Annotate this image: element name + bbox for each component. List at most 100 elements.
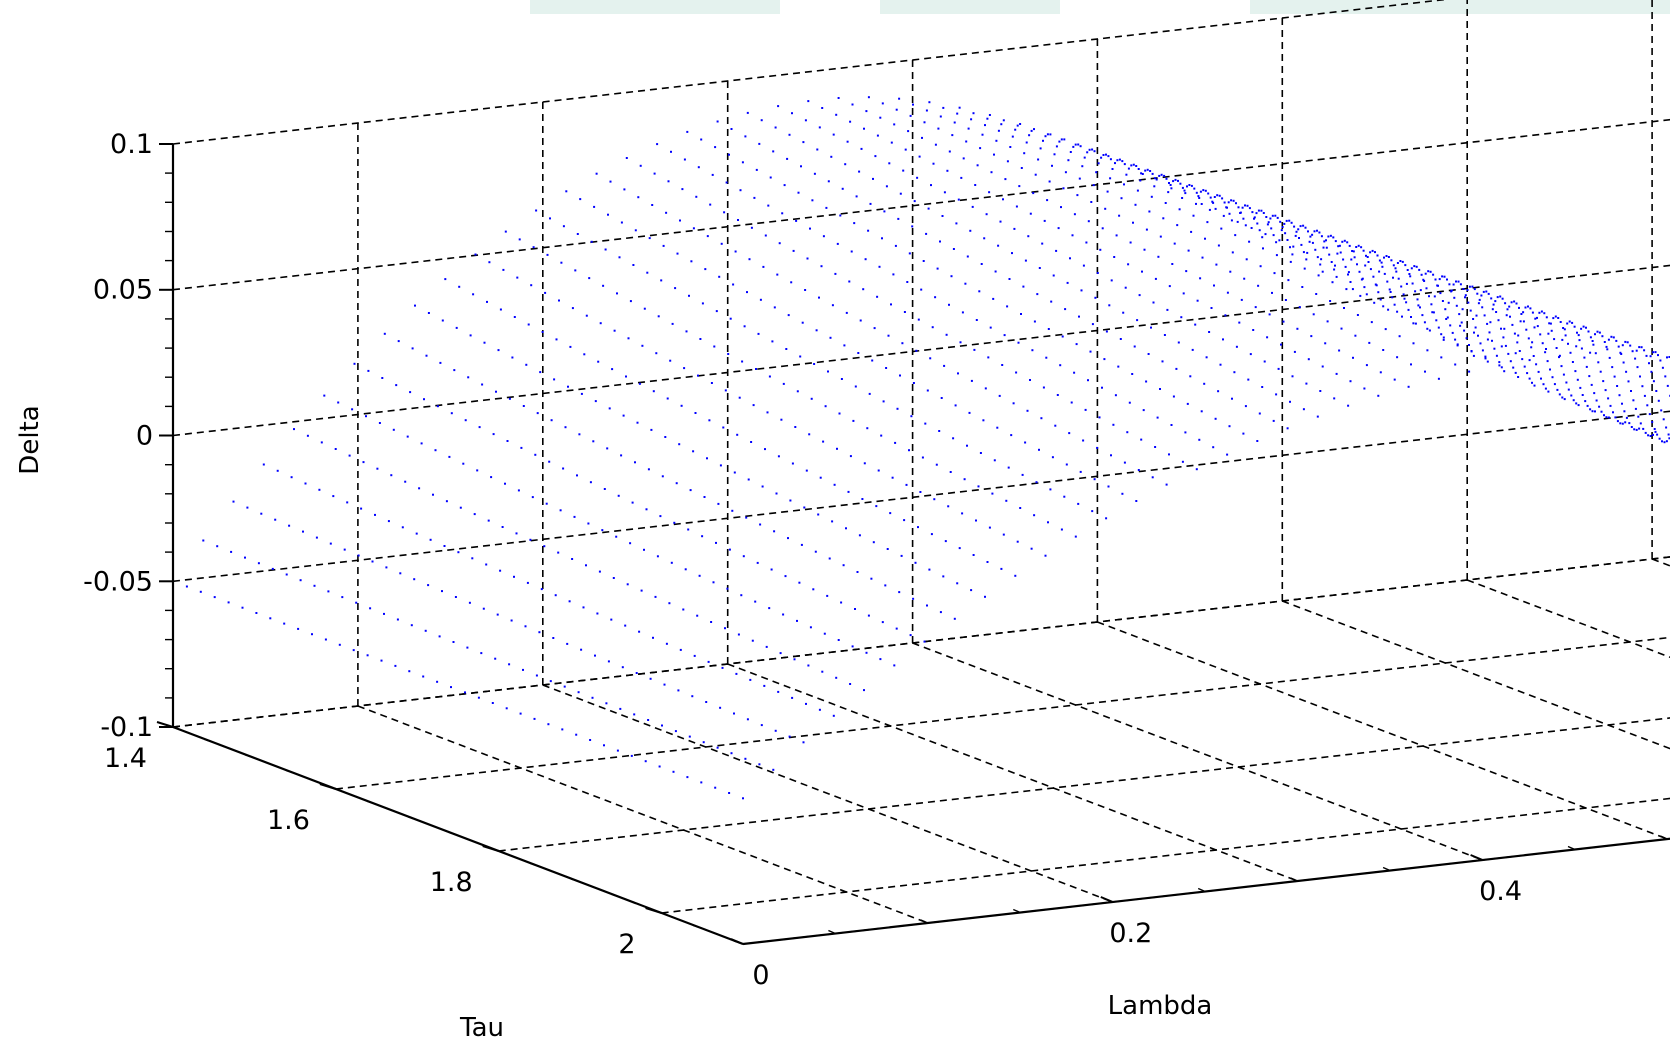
surface-point — [1218, 194, 1221, 197]
surface-point — [411, 347, 414, 350]
surface-point — [1646, 404, 1649, 407]
surface-point — [772, 150, 775, 153]
surface-point — [921, 456, 924, 459]
surface-point — [241, 606, 244, 609]
surface-point — [1246, 204, 1249, 207]
surface-point — [1655, 390, 1658, 392]
surface-point — [711, 173, 714, 176]
surface-point — [796, 619, 798, 622]
x-tick-label: 0 — [752, 960, 769, 991]
surface-point — [1323, 240, 1326, 243]
surface-point — [1033, 128, 1035, 131]
surface-point — [1384, 328, 1387, 331]
surface-point — [644, 760, 647, 763]
surface-point — [1275, 393, 1278, 396]
surface-point — [1101, 386, 1103, 389]
surface-point — [444, 278, 447, 281]
surface-point — [1141, 270, 1143, 273]
surface-point — [1336, 252, 1339, 255]
surface-point — [1274, 214, 1277, 217]
surface-point — [1151, 172, 1154, 175]
surface-point — [544, 291, 547, 294]
surface-point — [1479, 342, 1482, 345]
surface-point — [1643, 394, 1646, 397]
surface-point — [1266, 223, 1269, 226]
surface-point — [366, 654, 369, 657]
surface-point — [1386, 280, 1389, 283]
surface-point — [1020, 313, 1022, 315]
surface-point — [1562, 327, 1565, 329]
surface-point — [829, 336, 832, 339]
surface-point — [1648, 362, 1650, 365]
surface-point — [518, 238, 521, 241]
surface-point — [634, 461, 636, 464]
surface-point — [652, 390, 655, 393]
surface-point — [1049, 488, 1052, 491]
surface-point — [1468, 370, 1471, 373]
surface-point — [1485, 290, 1488, 293]
surface-point — [1591, 340, 1594, 342]
surface-point — [323, 394, 326, 397]
surface-point — [1069, 151, 1072, 153]
surface-point — [870, 577, 873, 580]
surface-point — [928, 568, 931, 571]
surface-point — [692, 450, 695, 453]
surface-point — [1542, 383, 1545, 386]
surface-point — [1162, 217, 1165, 220]
surface-point — [1002, 198, 1004, 201]
surface-point — [1505, 314, 1508, 317]
surface-point — [1520, 313, 1523, 315]
surface-point — [880, 434, 883, 437]
surface-point — [1291, 253, 1294, 256]
surface-point — [1503, 370, 1506, 373]
surface-point — [670, 561, 673, 564]
surface-point — [867, 229, 870, 232]
x-tick-mark — [1660, 835, 1668, 840]
surface-point — [688, 294, 690, 297]
surface-point — [977, 485, 980, 488]
surface-point — [1419, 306, 1421, 309]
surface-point — [1036, 293, 1039, 296]
surface-point — [288, 524, 291, 527]
surface-point — [723, 211, 726, 214]
surface-point — [485, 563, 488, 566]
surface-point — [1056, 394, 1059, 396]
surface-point — [1038, 267, 1041, 269]
surface-point — [1195, 191, 1198, 194]
surface-point — [676, 252, 679, 255]
surface-point — [1540, 310, 1543, 313]
surface-point — [1543, 312, 1546, 315]
surface-point — [1445, 318, 1448, 320]
surface-point — [1623, 410, 1626, 413]
surface-point — [899, 192, 902, 195]
surface-point — [360, 507, 363, 510]
surface-point — [1509, 360, 1512, 363]
surface-point — [1064, 171, 1067, 174]
surface-point — [1153, 185, 1156, 188]
surface-point — [818, 126, 821, 129]
surface-point — [1151, 476, 1154, 479]
surface-point — [650, 428, 653, 431]
surface-point — [758, 142, 761, 145]
surface-point — [769, 176, 772, 179]
surface-point — [1105, 330, 1108, 333]
surface-point — [1114, 162, 1116, 165]
surface-point — [713, 345, 716, 348]
surface-point — [1538, 311, 1541, 314]
surface-point — [1136, 319, 1139, 322]
surface-point — [1330, 261, 1333, 263]
surface-point — [1660, 409, 1663, 412]
surface-point — [1347, 273, 1349, 276]
surface-point — [850, 250, 853, 253]
surface-point — [641, 344, 644, 347]
surface-point — [472, 293, 475, 296]
surface-point — [1630, 390, 1632, 392]
surface-point — [783, 184, 786, 187]
surface-point — [578, 433, 581, 436]
surface-point — [897, 217, 900, 220]
x-axis-line — [742, 837, 1670, 946]
surface-point — [975, 319, 978, 321]
surface-point — [492, 433, 495, 436]
surface-point — [1235, 345, 1238, 348]
surface-point — [408, 670, 411, 673]
